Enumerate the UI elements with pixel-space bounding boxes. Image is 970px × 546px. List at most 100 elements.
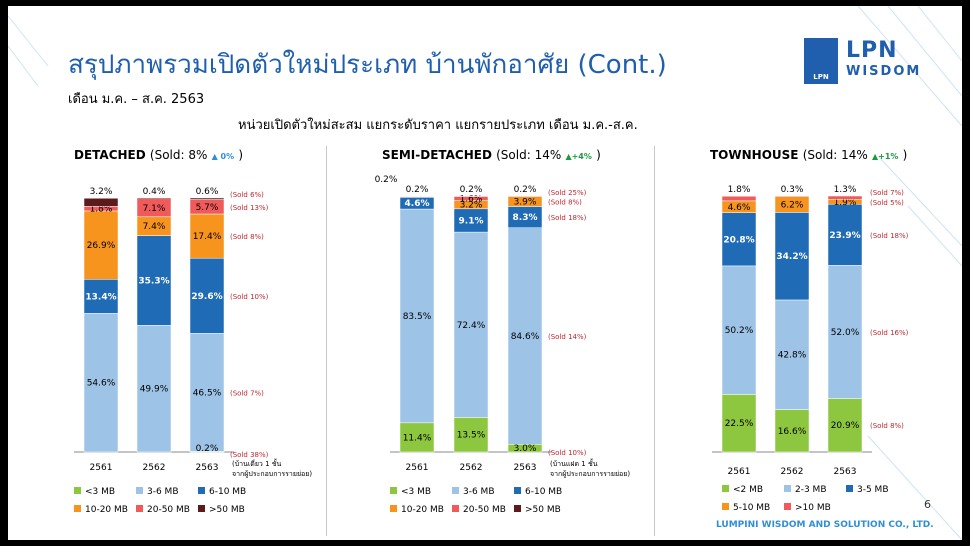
townhouse-label-2562-1: 42.8% [778,351,807,361]
semi-detached-change: ▲+4% [565,152,592,161]
detached-sold-note-2: (Sold 8%) [230,233,264,241]
detached-legend-swatch-1 [136,487,143,494]
semi-detached-label-2561-0: 11.4% [403,433,432,443]
semi-detached-sold-note-3: (Sold 14%) [548,333,587,341]
detached-category-2562: 2562 [143,463,166,473]
detached-footnote-1: จากผู้ประกอบการรายย่อย) [232,470,312,478]
townhouse-legend-swatch-2 [846,485,853,492]
logo-mark-text: LPN [813,73,829,81]
detached-heading: DETACHED (Sold: 8% ▲ 0% ) [74,148,243,162]
background-decoration [8,6,962,540]
semi-detached-bar-2562-seg-1 [453,231,489,418]
detached-bar-2561-seg-1 [83,313,119,453]
townhouse-sold-note-1: (Sold 5%) [870,199,904,207]
townhouse-label-2563-2: 23.9% [829,231,860,241]
detached-category-2561: 2561 [90,463,113,473]
townhouse-title: TOWNHOUSE [710,148,799,162]
semi-detached-label-2561-2: 4.6% [405,199,430,209]
townhouse-category-2562: 2562 [781,467,804,477]
detached-label-2561-4: 1.8% [90,205,113,215]
semi-detached-legend-label-1: 3-6 MB [463,487,495,497]
detached-change-value: 0% [220,152,235,161]
detached-bar-2563-seg-5 [189,197,225,200]
detached-bar-2561-seg-5 [83,198,119,207]
semi-detached-sold-note-0: (Sold 25%) [548,189,587,197]
detached-label-2562-4: 7.1% [143,204,166,214]
semi-detached-title: SEMI-DETACHED [382,148,492,162]
townhouse-change-value: +1% [878,152,899,161]
semi-detached-sold: (Sold: 14% [496,148,562,162]
townhouse-sold-note-0: (Sold 7%) [870,189,904,197]
townhouse-change: ▲+1% [872,152,899,161]
semi-detached-legend-swatch-3 [390,505,397,512]
detached-sold-note-5: (Sold 38%) [230,451,269,459]
lpn-wisdom-logo: LPN LPN WISDOM [804,38,932,84]
townhouse-category-2563: 2563 [834,467,857,477]
semi-detached-label-2561-1: 83.5% [403,312,432,322]
townhouse-legend-label-3: 5-10 MB [733,503,770,513]
semi-detached-category-2562: 2562 [460,463,483,473]
semi-detached-top-label-2561: 0.2% [406,185,429,195]
semi-detached-label-2562-2: 9.1% [459,216,484,226]
townhouse-bar-2561-seg-2 [721,212,757,267]
semi-detached-label-2562-0: 13.5% [457,431,486,441]
semi-detached-bar-2561-seg-0 [399,422,435,453]
detached-label-2561-2: 13.4% [85,292,116,302]
detached-legend-label-3: 10-20 MB [85,505,128,515]
detached-legend-swatch-0 [74,487,81,494]
semi-detached-top-label-2562: 0.2% [460,185,483,195]
detached-legend-swatch-4 [136,505,143,512]
townhouse-label-2562-3: 6.2% [781,200,804,210]
detached-bar-2563-seg-2 [189,257,225,334]
detached-top-label-2563: 0.6% [196,187,219,197]
semi-detached-legend-swatch-2 [514,487,521,494]
townhouse-legend-label-0: <2 MB [733,485,763,495]
semi-detached-label-2562-4: 1.6% [460,195,483,205]
detached-label-2561-1: 54.6% [87,379,116,389]
page-title: สรุปภาพรวมเปิดตัวใหม่ประเภท บ้านพักอาศัย… [68,50,667,80]
townhouse-bar-2562-seg-2 [774,212,810,301]
townhouse-bar-2561-seg-1 [721,265,757,395]
detached-label-2563-2: 29.6% [191,292,222,302]
semi-detached-sold-note-1: (Sold 8%) [548,199,582,207]
detached-bar-2561-seg-2 [83,279,119,314]
semi-detached-extra-top-label-2561: 0.2% [375,175,398,185]
townhouse-label-2562-0: 16.6% [778,427,807,437]
semi-detached-legend-swatch-0 [390,487,397,494]
detached-sold-note-4: (Sold 7%) [230,389,264,397]
semi-detached-legend-swatch-1 [452,487,459,494]
logo-line-1: LPN [846,38,898,63]
townhouse-label-2561-1: 50.2% [725,326,754,336]
semi-detached-legend-label-3: 10-20 MB [401,505,444,515]
logo-line-2: WISDOM [846,64,922,79]
detached-title: DETACHED [74,148,146,162]
townhouse-legend-swatch-3 [722,503,729,510]
detached-legend-label-0: <3 MB [85,487,115,497]
semi-detached-legend-label-4: 20-50 MB [463,505,506,515]
detached-category-2563: 2563 [196,463,219,473]
detached-legend-label-1: 3-6 MB [147,487,179,497]
detached-top-label-2562: 0.4% [143,187,166,197]
townhouse-label-2561-2: 20.8% [723,235,754,245]
detached-legend-label-5: >50 MB [209,505,245,515]
semi-detached-bar-2563-seg-1 [507,227,543,445]
townhouse-top-label-2563: 1.3% [834,185,857,195]
townhouse-bar-2562-seg-4 [774,195,810,197]
townhouse-bar-2561-seg-4 [721,196,757,202]
semi-detached-sold-note-2: (Sold 18%) [548,214,587,222]
semi-detached-change-value: +4% [571,152,592,161]
detached-close: ) [238,148,243,162]
semi-detached-bar-2562-seg-5 [453,195,489,197]
semi-detached-footnote-1: จากผู้ประกอบการรายย่อย) [550,470,630,478]
panel-divider-2 [654,146,655,536]
semi-detached-label-2563-3: 3.9% [514,198,537,208]
stacked-bar-charts: 54.6% 13.4% 26.9% 1.8% 3.2% 2561 49.9% 35.3% 7.4… [74,175,909,515]
semi-detached-sold-note-4: (Sold 10%) [548,449,587,457]
detached-label-2563-4: 5.7% [196,203,219,213]
page-number: 6 [924,498,931,511]
detached-label-2562-1: 49.9% [140,385,169,395]
townhouse-legend-swatch-0 [722,485,729,492]
chart-headline: หน่วยเปิดตัวใหม่สะสม แยกระดับราคา แยกราย… [238,118,638,133]
detached-legend-swatch-2 [198,487,205,494]
townhouse-sold: (Sold: 14% [802,148,868,162]
